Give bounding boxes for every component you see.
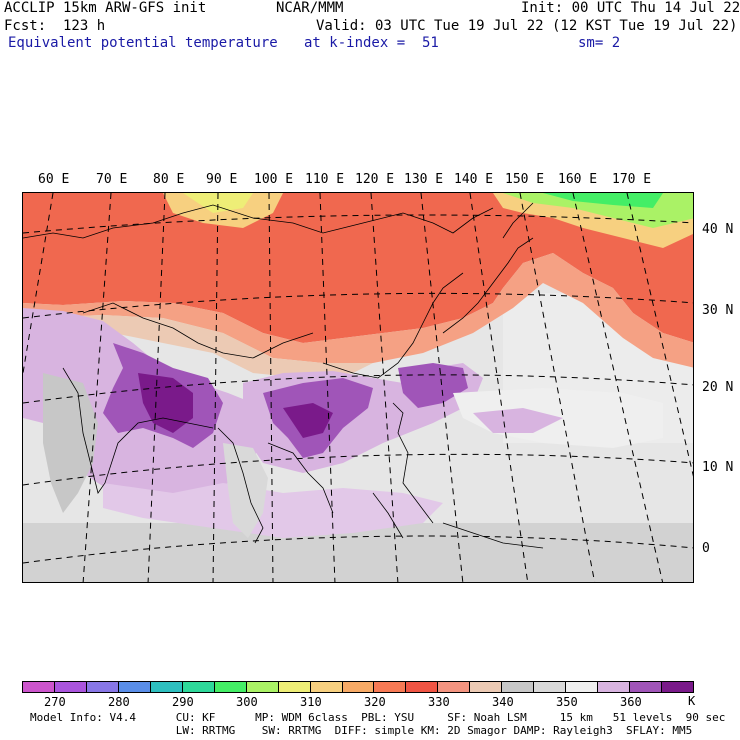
colorbar-tick: 270	[44, 695, 66, 709]
lon-label: 120 E	[355, 172, 395, 187]
map-canvas	[23, 193, 693, 582]
lat-label: 10 N	[702, 460, 734, 475]
colorbar-swatch	[86, 682, 119, 692]
lon-label: 170 E	[612, 172, 652, 187]
colorbar-swatch	[374, 682, 407, 692]
colorbar-tick: 310	[300, 695, 322, 709]
lon-label: 150 E	[505, 172, 545, 187]
colorbar-swatch	[662, 682, 694, 692]
model-info-line2: LW: RRTMG SW: RRTMG DIFF: simple KM: 2D …	[30, 724, 693, 737]
colorbar-swatch	[470, 682, 503, 692]
colorbar-tick: 360	[620, 695, 642, 709]
colorbar-swatch	[150, 682, 183, 692]
colorbar-tick: 320	[364, 695, 386, 709]
lon-label: 130 E	[404, 172, 444, 187]
colorbar-swatch	[23, 682, 55, 692]
colorbar-swatch	[54, 682, 87, 692]
init-time: Init: 00 UTC Thu 14 Jul 22	[521, 0, 740, 16]
colorbar	[22, 681, 694, 693]
lat-label: 20 N	[702, 380, 734, 395]
colorbar-swatch	[630, 682, 663, 692]
colorbar-swatch	[406, 682, 439, 692]
lon-label: 80 E	[153, 172, 185, 187]
lon-label: 160 E	[558, 172, 598, 187]
colorbar-swatch	[310, 682, 343, 692]
colorbar-swatch	[342, 682, 375, 692]
model-title: ACCLIP 15km ARW-GFS init	[4, 0, 207, 16]
field-name: Equivalent potential temperature	[8, 35, 278, 51]
lon-label: 140 E	[454, 172, 494, 187]
colorbar-swatch	[278, 682, 311, 692]
lon-label: 70 E	[96, 172, 128, 187]
lat-label: 40 N	[702, 222, 734, 237]
institution-label: NCAR/MMM	[276, 0, 344, 16]
forecast-hour: Fcst: 123 h	[4, 18, 106, 34]
colorbar-tick: 330	[428, 695, 450, 709]
lon-label: 60 E	[38, 172, 70, 187]
lon-label: 100 E	[254, 172, 294, 187]
colorbar-swatch	[598, 682, 631, 692]
colorbar-swatch	[534, 682, 567, 692]
colorbar-swatch	[566, 682, 599, 692]
colorbar-swatch	[182, 682, 215, 692]
colorbar-tick: 290	[172, 695, 194, 709]
level-index: at k-index = 51	[304, 35, 439, 51]
colorbar-swatch	[118, 682, 151, 692]
colorbar-swatch	[246, 682, 279, 692]
colorbar-tick: 350	[556, 695, 578, 709]
colorbar-tick: 280	[108, 695, 130, 709]
colorbar-tick: 300	[236, 695, 258, 709]
colorbar-tick: 340	[492, 695, 514, 709]
lat-label: 0	[702, 541, 710, 556]
lat-label: 30 N	[702, 303, 734, 318]
valid-time: Valid: 03 UTC Tue 19 Jul 22 (12 KST Tue …	[316, 18, 738, 34]
theta-e-map	[22, 192, 694, 583]
model-info-line1: Model Info: V4.4 CU: KF MP: WDM 6class P…	[30, 711, 726, 724]
lon-label: 110 E	[305, 172, 345, 187]
lon-label: 90 E	[206, 172, 238, 187]
colorbar-swatch	[502, 682, 535, 692]
colorbar-unit: K	[688, 694, 696, 708]
colorbar-swatch	[214, 682, 247, 692]
colorbar-swatch	[438, 682, 471, 692]
smoothing-label: sm= 2	[578, 35, 621, 51]
